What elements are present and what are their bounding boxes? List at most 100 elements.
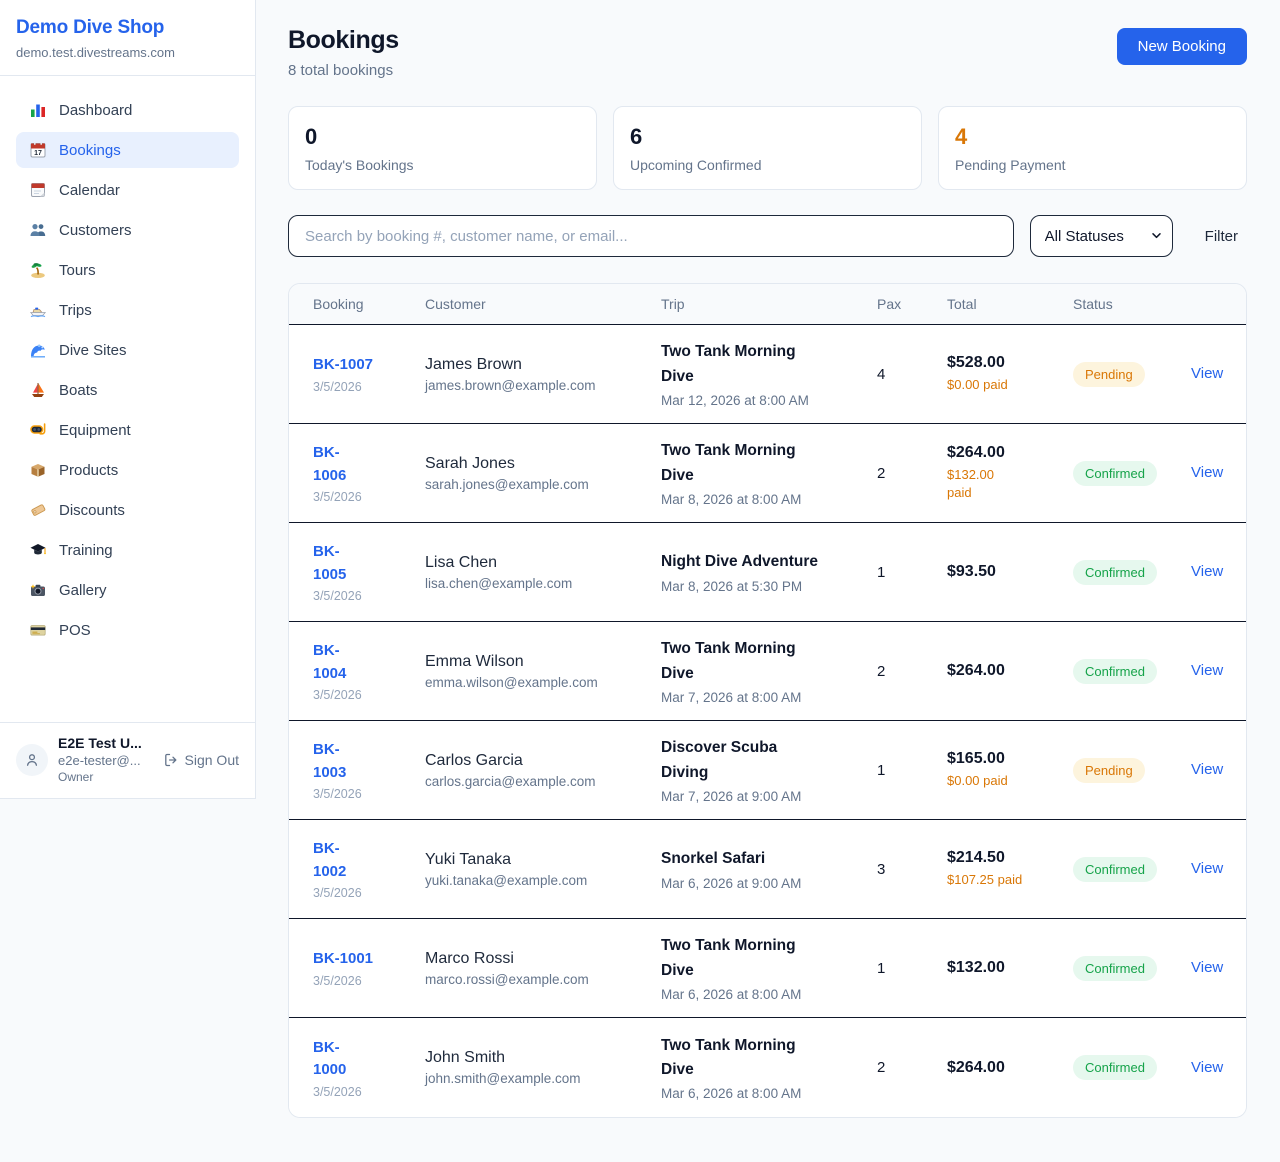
customer-email: carlos.garcia@example.com	[425, 773, 596, 789]
customer-email: lisa.chen@example.com	[425, 575, 573, 591]
table-row: BK-1005 3/5/2026 Lisa Chen lisa.chen@exa…	[289, 523, 1246, 622]
user-meta: E2E Test U... e2e-tester@... Owner	[58, 735, 153, 784]
brand-block: Demo Dive Shop demo.test.divestreams.com	[0, 0, 255, 76]
trip-name: Night Dive Adventure	[661, 553, 819, 571]
sidebar-item-discounts[interactable]: Discounts	[16, 492, 239, 528]
sidebar-item-label: Discounts	[59, 501, 125, 519]
paid-amount: $0.00 paid	[947, 772, 1008, 788]
graduation-cap-icon	[30, 544, 46, 555]
pax-count: 3	[877, 860, 886, 878]
customer-name: James Brown	[425, 355, 522, 373]
sidebar-item-label: Trips	[59, 301, 92, 319]
table-row: BK-1006 3/5/2026 Sarah Jones sarah.jones…	[289, 424, 1246, 523]
sidebar-nav: Dashboard 17 Bookings Calendar Customers…	[0, 76, 255, 722]
status-badge: Confirmed	[1073, 856, 1157, 882]
island-icon	[31, 263, 45, 278]
column-header-trip: Trip	[661, 296, 685, 312]
paid-amount: $0.00 paid	[947, 376, 1008, 392]
table-row: BK-1000 3/5/2026 John Smith john.smith@e…	[289, 1018, 1246, 1117]
pax-count: 1	[877, 761, 886, 779]
trip-name: Two Tank Morning Dive	[661, 937, 796, 979]
booking-date: 3/5/2026	[313, 379, 362, 394]
stat-card-pending-payment: 4 Pending Payment	[938, 106, 1247, 190]
customer-email: emma.wilson@example.com	[425, 674, 598, 690]
sidebar-item-boats[interactable]: Boats	[16, 372, 239, 408]
view-link[interactable]: View	[1191, 959, 1224, 976]
sidebar-item-dashboard[interactable]: Dashboard	[16, 92, 239, 128]
sidebar-item-label: Boats	[59, 381, 98, 399]
trip-name: Discover Scuba Diving	[661, 739, 778, 781]
sidebar-item-dive-sites[interactable]: Dive Sites	[16, 332, 239, 368]
sidebar-item-training[interactable]: Training	[16, 532, 239, 568]
sign-out-label: Sign Out	[184, 751, 239, 768]
status-filter-select[interactable]: All Statuses	[1029, 215, 1173, 257]
view-link[interactable]: View	[1191, 761, 1224, 778]
brand-name: Demo Dive Shop	[16, 17, 165, 38]
trip-name: Snorkel Safari	[661, 850, 766, 868]
sidebar-item-label: Products	[59, 461, 119, 479]
booking-id-link[interactable]: BK-1001	[313, 950, 374, 968]
page-title: Bookings	[288, 26, 399, 54]
table-row: BK-1001 3/5/2026 Marco Rossi marco.rossi…	[289, 919, 1246, 1018]
total-amount: $214.50	[947, 848, 1005, 866]
booking-date: 3/5/2026	[313, 886, 362, 900]
wave-icon	[31, 344, 45, 358]
stat-label: Today's Bookings	[305, 157, 414, 173]
stat-label: Pending Payment	[955, 157, 1066, 173]
booking-id-link[interactable]: BK-1003	[313, 741, 347, 781]
user-name: E2E Test U...	[58, 735, 142, 751]
trip-date: Mar 6, 2026 at 8:00 AM	[661, 1086, 802, 1102]
sidebar-item-trips[interactable]: Trips	[16, 292, 239, 328]
view-link[interactable]: View	[1191, 563, 1224, 580]
booking-date: 3/5/2026	[313, 1084, 362, 1099]
sidebar-item-pos[interactable]: POS	[16, 612, 239, 648]
sidebar-item-products[interactable]: Products	[16, 452, 239, 488]
brand-domain: demo.test.divestreams.com	[16, 45, 175, 60]
view-link[interactable]: View	[1191, 464, 1224, 481]
filter-button[interactable]: Filter	[1204, 227, 1238, 245]
customer-email: marco.rossi@example.com	[425, 971, 589, 987]
booking-id-link[interactable]: BK-1005	[313, 543, 347, 583]
view-link[interactable]: View	[1191, 1058, 1224, 1076]
view-link[interactable]: View	[1191, 365, 1224, 382]
customer-name: Lisa Chen	[425, 553, 498, 571]
sidebar-item-customers[interactable]: Customers	[16, 212, 239, 248]
sign-out-button[interactable]: Sign Out	[163, 752, 239, 768]
booking-id-link[interactable]: BK-1000	[313, 1038, 347, 1079]
tear-off-calendar-icon	[31, 183, 45, 197]
svg-text:17: 17	[34, 150, 42, 157]
column-header-booking: Booking	[313, 296, 364, 312]
people-icon	[30, 224, 46, 236]
status-badge: Confirmed	[1073, 1055, 1157, 1080]
sidebar-item-equipment[interactable]: Equipment	[16, 412, 239, 448]
search-input[interactable]	[288, 215, 1014, 257]
sailboat-icon	[32, 383, 44, 397]
customer-name: John Smith	[425, 1049, 506, 1066]
sidebar-item-bookings[interactable]: 17 Bookings	[16, 132, 239, 168]
total-amount: $132.00	[947, 959, 1005, 976]
booking-id-link[interactable]: BK-1007	[313, 356, 374, 374]
sidebar: Demo Dive Shop demo.test.divestreams.com…	[0, 0, 256, 799]
view-link[interactable]: View	[1191, 662, 1224, 679]
booking-date: 3/5/2026	[313, 490, 362, 504]
stat-value: 0	[305, 124, 318, 149]
sidebar-item-label: Dashboard	[59, 101, 133, 119]
sidebar-item-tours[interactable]: Tours	[16, 252, 239, 288]
booking-id-link[interactable]: BK-1002	[313, 840, 347, 880]
new-booking-button[interactable]: New Booking	[1116, 28, 1247, 65]
avatar	[16, 743, 48, 776]
booking-id-link[interactable]: BK-1006	[313, 444, 347, 484]
customer-email: james.brown@example.com	[425, 377, 596, 393]
sidebar-item-gallery[interactable]: Gallery	[16, 572, 239, 608]
sidebar-item-calendar[interactable]: Calendar	[16, 172, 239, 208]
total-bookings-count: 8 total bookings	[288, 62, 394, 79]
customer-email: yuki.tanaka@example.com	[425, 872, 588, 888]
table-row: BK-1002 3/5/2026 Yuki Tanaka yuki.tanaka…	[289, 820, 1246, 919]
package-icon	[31, 464, 45, 477]
customer-email: john.smith@example.com	[425, 1071, 581, 1086]
table-row: BK-1004 3/5/2026 Emma Wilson emma.wilson…	[289, 622, 1246, 721]
booking-id-link[interactable]: BK-1004	[313, 642, 347, 682]
trip-date: Mar 7, 2026 at 9:00 AM	[661, 788, 802, 804]
view-link[interactable]: View	[1191, 860, 1224, 877]
total-amount: $93.50	[947, 563, 996, 580]
